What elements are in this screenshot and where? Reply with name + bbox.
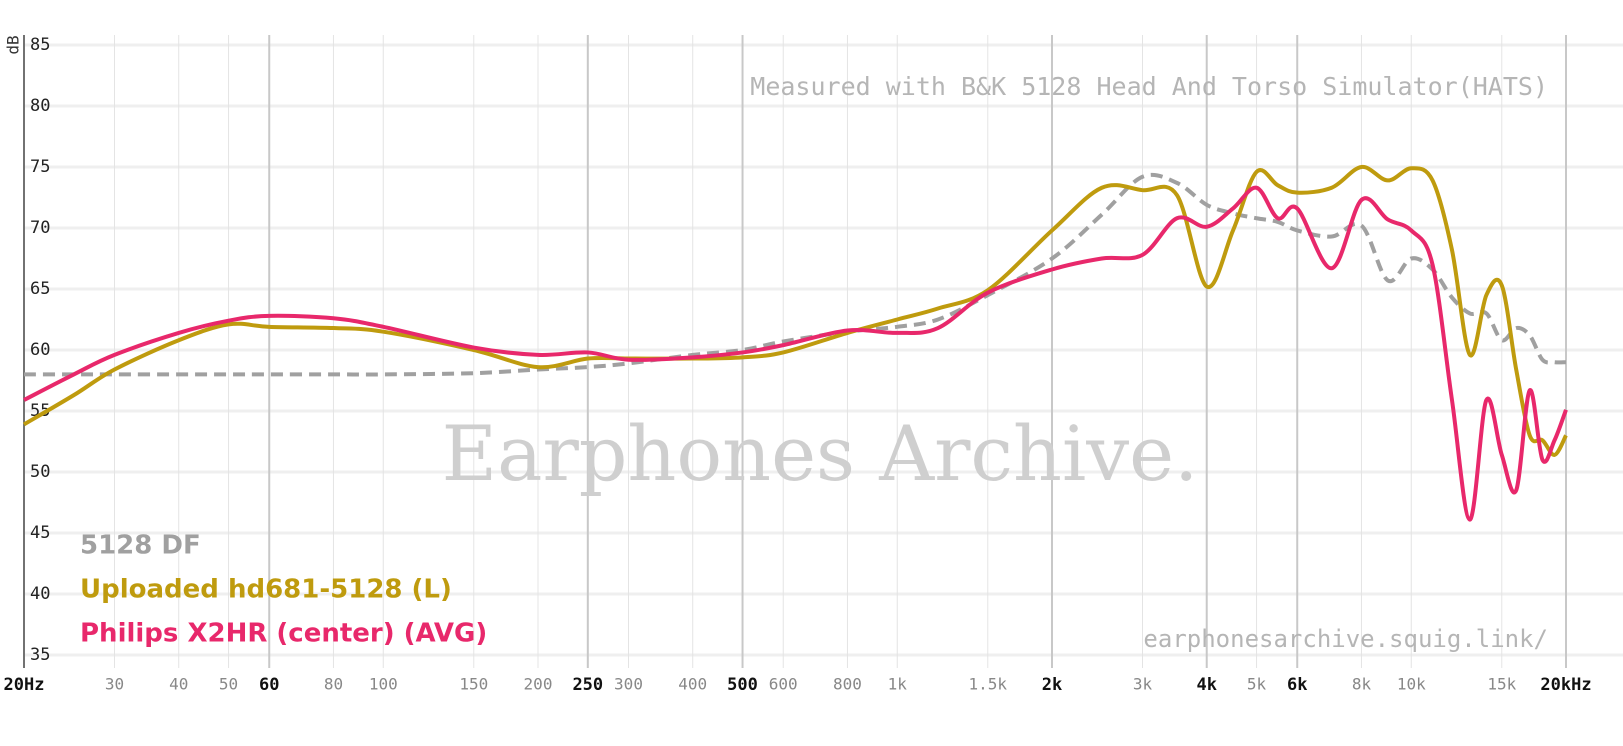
x-tick-label: 15k <box>1487 675 1516 694</box>
x-tick-label: 20Hz <box>4 675 45 695</box>
y-tick-label: 75 <box>30 157 50 177</box>
y-tick-label: 80 <box>30 96 50 116</box>
y-tick-label: 50 <box>30 462 50 482</box>
x-tick-label: 80 <box>324 675 343 694</box>
legend-entry: Philips X2HR (center) (AVG) <box>80 619 487 649</box>
annotation: Measured with B&K 5128 Head And Torso Si… <box>750 72 1548 101</box>
x-tick-label: 3k <box>1133 675 1153 694</box>
x-tick-label: 400 <box>678 675 707 694</box>
x-tick-label: 30 <box>105 675 124 694</box>
x-tick-label: 20kHz <box>1540 675 1591 695</box>
x-tick-label: 100 <box>369 675 398 694</box>
frequency-response-line <box>22 165 1568 457</box>
x-tick-label: 40 <box>169 675 188 694</box>
legend-entry: 5128 DF <box>80 531 201 561</box>
y-tick-label: 60 <box>30 340 50 360</box>
y-tick-label: 65 <box>30 279 50 299</box>
y-axis-label: dB <box>4 35 23 54</box>
y-tick-label: 45 <box>30 523 50 543</box>
x-tick-label: 800 <box>833 675 862 694</box>
x-tick-label: 200 <box>524 675 553 694</box>
y-tick-label: 35 <box>30 645 50 665</box>
x-tick-label: 50 <box>219 675 238 694</box>
x-tick-label: 300 <box>614 675 643 694</box>
x-tick-label: 5k <box>1247 675 1267 694</box>
frequency-response-line <box>24 172 1567 377</box>
annotation: earphonesarchive.squig.link/ <box>1143 625 1548 653</box>
y-tick-label: 40 <box>30 584 50 604</box>
x-tick-label: 500 <box>727 675 758 695</box>
x-tick-label: 150 <box>459 675 488 694</box>
watermark: Earphones Archive. <box>442 409 1199 498</box>
x-tick-label: 10k <box>1397 675 1426 694</box>
x-tick-label: 6k <box>1287 675 1307 695</box>
x-tick-label: 250 <box>572 675 603 695</box>
legend-entry: Uploaded hd681-5128 (L) <box>80 575 452 605</box>
x-tick-label: 60 <box>259 675 279 695</box>
x-tick-label: 1.5k <box>969 675 1008 694</box>
y-tick-label: 85 <box>30 35 50 55</box>
x-tick-label: 600 <box>769 675 798 694</box>
y-tick-label: 70 <box>30 218 50 238</box>
x-tick-label: 1k <box>888 675 908 694</box>
x-tick-label: 4k <box>1196 675 1216 695</box>
x-tick-label: 8k <box>1352 675 1372 694</box>
grid <box>23 35 1623 668</box>
frequency-response-line <box>23 185 1568 522</box>
x-tick-label: 2k <box>1042 675 1062 695</box>
